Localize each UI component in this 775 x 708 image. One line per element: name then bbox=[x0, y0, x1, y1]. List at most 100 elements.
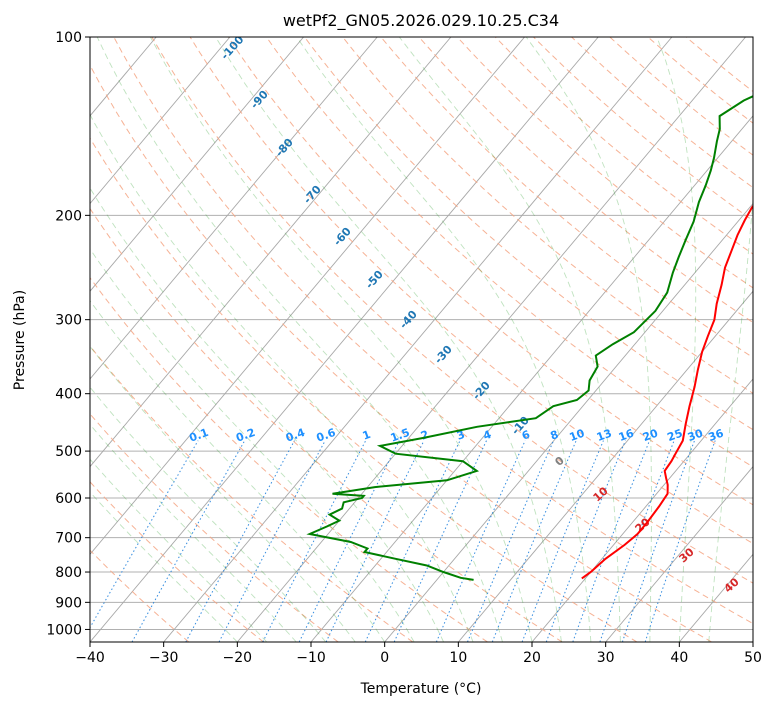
y-tick-label: 400 bbox=[55, 387, 82, 403]
series-lines bbox=[306, 95, 753, 581]
mixing-ratio-label: 0.4 bbox=[284, 426, 307, 445]
dewpoint-profile-line bbox=[306, 95, 753, 581]
mixing-ratio-line bbox=[521, 440, 604, 642]
isotherm-line bbox=[310, 115, 753, 642]
x-tick-label: 10 bbox=[449, 650, 467, 666]
dry-adiabat-label: -80 bbox=[273, 136, 296, 160]
x-tick-label: 40 bbox=[670, 650, 688, 666]
isotherm-line bbox=[605, 465, 753, 642]
mixing-ratio-line bbox=[644, 440, 716, 642]
mixing-ratio-label: 25 bbox=[665, 427, 684, 444]
mixing-ratio-line bbox=[218, 440, 326, 642]
y-tick-label: 300 bbox=[55, 313, 82, 329]
dry-adiabat-line bbox=[533, 37, 753, 222]
mixing-ratio-label: 2 bbox=[419, 428, 431, 443]
plot-frame bbox=[89, 36, 754, 643]
dry-adiabat-line bbox=[418, 37, 753, 324]
dry-adiabat-line bbox=[342, 37, 753, 394]
moist-adiabat-line bbox=[90, 423, 297, 642]
moist-adiabat-line bbox=[90, 300, 386, 642]
y-tick-label: 500 bbox=[55, 444, 82, 460]
isotherm-line bbox=[752, 641, 753, 642]
moist-adiabat-line bbox=[90, 113, 474, 642]
dry-adiabat-line bbox=[494, 37, 753, 255]
moist-adiabat-line bbox=[90, 187, 445, 642]
x-tick-label: 50 bbox=[744, 650, 762, 666]
dry-adiabat-line bbox=[90, 481, 264, 642]
moist-adiabat-label: 40 bbox=[722, 575, 742, 595]
isotherm-line bbox=[236, 37, 746, 642]
moist-adiabat-line bbox=[656, 37, 697, 642]
mixing-ratio-line bbox=[621, 440, 695, 642]
moist-adiabat-line bbox=[90, 491, 238, 642]
mixing-ratio-line bbox=[131, 440, 246, 642]
mixing-ratio-line bbox=[435, 440, 526, 642]
mixing-ratio-line bbox=[545, 440, 626, 642]
dry-adiabat-label: -50 bbox=[363, 268, 386, 292]
dry-adiabat-line bbox=[304, 37, 753, 431]
isotherm-line bbox=[90, 37, 452, 468]
y-tick-label: 600 bbox=[55, 491, 82, 507]
moist-adiabat-line bbox=[90, 248, 415, 642]
dry-adiabat-line bbox=[571, 37, 753, 189]
mixing-ratio-line bbox=[262, 440, 367, 642]
dry-adiabat-line bbox=[189, 37, 753, 545]
isotherm-line bbox=[163, 37, 673, 642]
isotherm-line bbox=[90, 37, 231, 205]
dry-adiabat-line bbox=[90, 413, 339, 642]
isotherm-line bbox=[0, 37, 9, 642]
line-labels: 0.1 0.2 0.4 0.6 1 1.5 2 3 4 6 8 10 13 16 20 25 30 36-100-… bbox=[187, 37, 742, 595]
dry-adiabat-line bbox=[265, 37, 753, 468]
moist-adiabat-line bbox=[150, 37, 533, 642]
dry-adiabat-label: -90 bbox=[248, 88, 271, 112]
mixing-ratio-label: 0.2 bbox=[234, 426, 257, 445]
mixing-ratio-label: 36 bbox=[707, 426, 726, 444]
mixing-ratio-line bbox=[467, 440, 555, 642]
mixing-ratio-label: 1 bbox=[361, 428, 373, 443]
mixing-ratio-label: 20 bbox=[641, 426, 660, 444]
moist-adiabat-line bbox=[96, 37, 503, 642]
dry-adiabat-label: -30 bbox=[432, 343, 455, 367]
isotherm-line bbox=[678, 553, 753, 642]
x-tick-label: 30 bbox=[597, 650, 615, 666]
x-tick-label: −20 bbox=[223, 650, 253, 666]
x-tick-label: 20 bbox=[523, 650, 541, 666]
dry-adiabat-line bbox=[90, 64, 712, 642]
dry-adiabat-line bbox=[90, 137, 638, 642]
dry-adiabat-line bbox=[90, 276, 488, 642]
mixing-ratio-line bbox=[393, 440, 487, 642]
mixing-ratio-label: 10 bbox=[568, 426, 587, 444]
isotherm-line bbox=[90, 37, 599, 642]
dry-adiabat-label: -40 bbox=[397, 308, 420, 332]
mixing-ratio-line bbox=[491, 440, 577, 642]
mixing-ratio-line bbox=[325, 440, 425, 642]
mixing-ratio-line bbox=[364, 440, 461, 642]
moist-adiabat-line bbox=[215, 37, 562, 642]
y-tick-label: 800 bbox=[55, 565, 82, 581]
mixing-ratio-label: 6 bbox=[520, 428, 532, 443]
mixing-ratio-line bbox=[185, 440, 295, 642]
dry-adiabat-label: -60 bbox=[331, 225, 354, 249]
isotherm-line bbox=[457, 290, 753, 642]
mixing-ratio-label: 0.6 bbox=[315, 426, 338, 445]
dry-adiabat-line bbox=[151, 37, 753, 584]
axes: −40 −30 −20 −10 0 10 20 30 40 5010020030040050060… bbox=[46, 30, 762, 666]
dry-adiabat-line bbox=[90, 549, 190, 642]
x-tick-label: −10 bbox=[296, 650, 326, 666]
mixing-ratio-label: 13 bbox=[595, 427, 614, 444]
y-tick-label: 700 bbox=[55, 531, 82, 547]
mixing-ratio-label: 1.5 bbox=[389, 426, 412, 445]
x-tick-label: −30 bbox=[149, 650, 179, 666]
isotherm-line bbox=[531, 378, 753, 642]
y-tick-label: 100 bbox=[55, 30, 82, 46]
dry-adiabat-line bbox=[647, 37, 753, 124]
moist-adiabat-line bbox=[398, 37, 621, 642]
y-axis-label: Pressure (hPa) bbox=[12, 290, 28, 390]
moist-adiabat-line bbox=[90, 386, 327, 642]
dry-adiabat-label: -70 bbox=[301, 183, 324, 207]
moist-adiabat-line bbox=[708, 193, 753, 642]
isotherm-line bbox=[384, 202, 753, 642]
moist-adiabat-line bbox=[525, 37, 652, 642]
x-tick-label: 0 bbox=[380, 650, 389, 666]
